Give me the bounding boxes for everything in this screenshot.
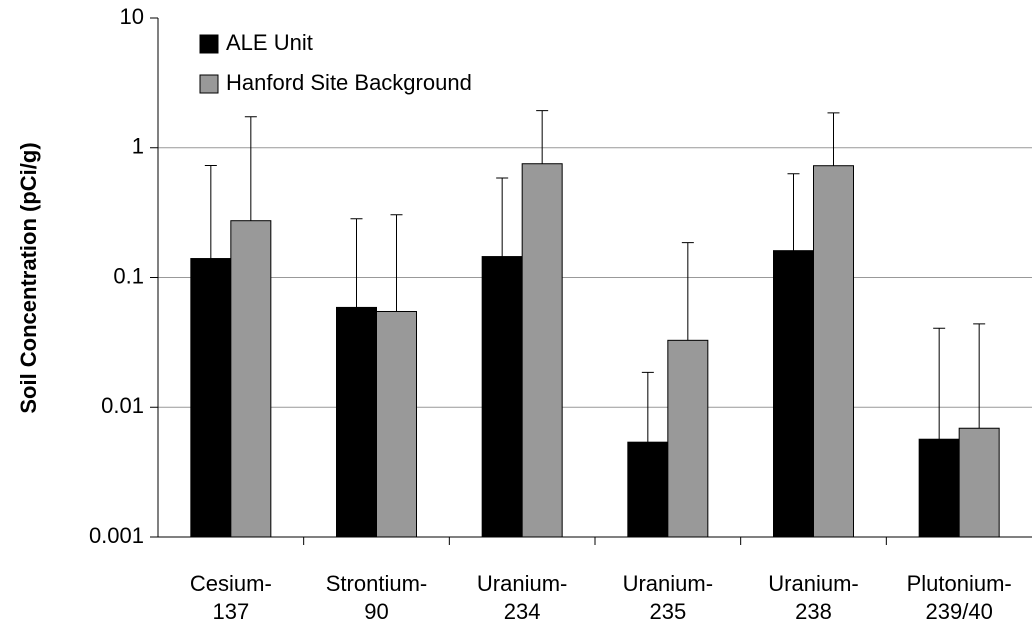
error-bar	[244, 116, 257, 221]
y-tick-label: 10	[120, 4, 144, 29]
x-tick-label: Strontium-	[326, 571, 427, 596]
bar	[773, 250, 814, 538]
x-tick-label: 239/40	[926, 599, 993, 624]
y-tick-label: 1	[132, 134, 144, 159]
x-tick-label: Cesium-	[190, 571, 272, 596]
error-bar	[933, 327, 946, 440]
error-bar	[496, 177, 509, 257]
bar	[336, 306, 377, 538]
legend-label: Hanford Site Background	[226, 70, 472, 95]
x-tick-label: Plutonium-	[907, 571, 1012, 596]
x-tick-label: 137	[212, 599, 249, 624]
x-tick-label: 90	[364, 599, 388, 624]
x-tick-label: Uranium-	[768, 571, 858, 596]
bar	[481, 256, 523, 538]
bar	[813, 165, 854, 538]
bar	[667, 339, 709, 538]
x-tick-label: 234	[504, 599, 541, 624]
bar	[958, 427, 1000, 538]
error-bar	[787, 173, 800, 251]
x-tick-label: Uranium-	[477, 571, 567, 596]
error-bar	[681, 242, 694, 341]
error-bar	[390, 214, 403, 312]
error-bar	[204, 164, 217, 259]
x-tick-label: 235	[649, 599, 686, 624]
error-bar	[536, 110, 549, 164]
error-bar	[350, 218, 363, 308]
x-tick-label: 238	[795, 599, 832, 624]
legend-swatch	[199, 34, 219, 54]
x-tick-label: Uranium-	[623, 571, 713, 596]
y-tick-label: 0.01	[101, 393, 144, 418]
bar	[918, 438, 960, 538]
bar	[376, 310, 417, 538]
error-bar	[827, 112, 840, 166]
error-bar	[641, 371, 654, 443]
bar	[230, 220, 272, 538]
legend-swatch	[199, 74, 219, 94]
bar	[627, 441, 669, 538]
legend-label: ALE Unit	[226, 30, 313, 55]
bar	[521, 163, 563, 538]
y-tick-label: 0.001	[89, 523, 144, 548]
y-axis-label: Soil Concentration (pCi/g)	[16, 142, 41, 413]
bar	[190, 258, 232, 538]
error-bar	[973, 323, 986, 429]
y-tick-label: 0.1	[113, 263, 144, 288]
